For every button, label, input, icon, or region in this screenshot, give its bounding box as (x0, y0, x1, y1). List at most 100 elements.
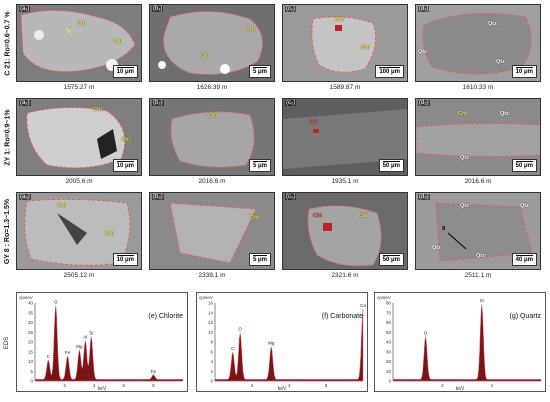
sem-image-b2: (b₂) Chl 5 μm (149, 98, 275, 176)
peak-label: Mg (76, 344, 83, 349)
scale-bar: 50 μm (511, 159, 537, 172)
mineral-label: Chl (113, 39, 122, 45)
eds-spectrum-quartz: cps/eV (g) Quartz 0 10 20 30 40 50 60 70 80 2 4 O Si… (374, 292, 546, 392)
peak-label: O (424, 331, 428, 336)
peak-label: Si (480, 298, 484, 303)
sem-image-d2: (d₂) Chl Qtz Qtz 50 μm (415, 98, 541, 176)
panel-label: (b₁) (152, 6, 164, 12)
depth-label: 1626.39 m (196, 84, 228, 91)
y-tick-label: 2 (210, 369, 213, 374)
mineral-label: Cal (309, 119, 318, 125)
spectrum-plot: 0 10 20 30 40 50 60 70 80 2 4 O Si (386, 298, 542, 388)
y-tick-label: 12 (208, 320, 214, 325)
row-gy8: GY 8 : Ro=1.3~1.5% (a₃) Chl Chl 10 μm 25… (0, 192, 550, 286)
depth-label: 1935.1 m (331, 178, 359, 185)
mineral-label: Chl (361, 45, 370, 51)
y-tick-label: 35 (28, 310, 34, 315)
mineral-label: Chl (57, 203, 66, 209)
sem-texture (150, 99, 274, 175)
scale-bar: 50 μm (378, 159, 404, 172)
panel-label: (a₁) (19, 6, 31, 12)
panel-label: (b₃) (152, 194, 164, 200)
scale-bar: 5 μm (248, 159, 271, 172)
y-tick-label: 15 (28, 349, 34, 354)
mineral-label: Qtz (432, 245, 441, 251)
depth-label: 2339.1 m (198, 272, 226, 279)
x-tick-label: 6 (325, 383, 328, 388)
sem-texture (283, 99, 407, 175)
peak-label: C (47, 354, 51, 359)
mineral-label: Chl (208, 113, 217, 119)
y-tick-label: 50 (386, 330, 392, 335)
mineral-label: Qtz (418, 49, 427, 55)
peak-label: Fe (65, 350, 71, 355)
scale-bar: 10 μm (511, 65, 537, 78)
sem-image-a3: (a₃) Chl Chl 10 μm (16, 192, 142, 270)
mineral-label: Qtz (496, 59, 505, 65)
scale-bar: 10 μm (112, 159, 138, 172)
y-tick-label: 0 (30, 379, 33, 384)
mineral-label: Chl (77, 21, 86, 27)
mineral-label: Qtz (500, 111, 509, 117)
mineral-label: Chl (250, 215, 259, 221)
mineral-label: Qtz (476, 253, 485, 259)
y-tick-label: 0 (210, 379, 213, 384)
spectrum-title: (g) Quartz (509, 313, 541, 320)
peak-label: O (54, 299, 58, 304)
mineral-label: Qtz (460, 203, 469, 209)
y-tick-label: 20 (386, 359, 392, 364)
row-label: GY 8 : Ro=1.3~1.5% (4, 198, 12, 264)
x-tick-label: 2 (441, 383, 444, 388)
y-tick-label: 14 (208, 310, 214, 315)
mineral-label: Chl (246, 27, 255, 33)
spectrum-title: (e) Chlorite (148, 313, 183, 320)
y-unit: cps/eV (377, 295, 391, 300)
y-tick-label: 40 (386, 340, 392, 345)
y-tick-label: 10 (28, 359, 34, 364)
x-tick-label: 8 (152, 383, 155, 388)
row-label: ZY 1: Ro=0.9~1% (4, 108, 12, 166)
panel-label: (a₂) (19, 100, 31, 106)
sem-texture (17, 5, 141, 81)
sem-texture (283, 193, 407, 269)
sem-image-a1: (a₁) Chl Chl ➘ 10 μm (16, 4, 142, 82)
scale-bar: 50 μm (378, 253, 404, 266)
mineral-label: Chl (335, 17, 344, 23)
x-unit: keV (455, 386, 465, 392)
eds-spectrum-chlorite: cps/eV (e) Chlorite 0 5 10 15 20 25 30 35 40 2 4 6 8… (16, 292, 188, 392)
sem-texture (17, 99, 141, 175)
y-tick-label: 5 (30, 369, 33, 374)
y-tick-label: 80 (386, 301, 392, 306)
spectrum-plot: 0 2 4 6 8 10 12 14 16 2 4 6 C O Mg Ca (208, 301, 366, 389)
spectrum-title: (f) Carbonate (321, 313, 363, 320)
sem-image-a2: (a₂) Chl Chl 10 μm (16, 98, 142, 176)
row-c21: C 21: Ro=0.6~0.7 % (a₁) Chl Chl ➘ 10 μm … (0, 4, 550, 98)
sem-image-d3: (d₃) Qtz Qtz Qtz Qtz g 40 μm (415, 192, 541, 270)
x-unit: keV (277, 386, 287, 392)
y-tick-label: 16 (208, 301, 214, 306)
sem-image-b1: (b₁) Chl Chl 5 μm (149, 4, 275, 82)
mineral-label: Cal (359, 213, 368, 219)
mineral-label: Qtz (520, 203, 529, 209)
y-tick-label: 60 (386, 320, 392, 325)
mineral-label: g (442, 225, 446, 231)
sem-image-d1: (d₁) Qtz Qtz Qtz 10 μm (415, 4, 541, 82)
peak-label: O (238, 327, 242, 332)
x-tick-label: 4 (288, 383, 291, 388)
depth-label: 2511.1 m (464, 272, 492, 279)
y-unit: cps/eV (19, 295, 33, 300)
mineral-label: Chl (200, 53, 209, 59)
depth-label: 1589.87 m (329, 84, 361, 91)
x-unit: keV (97, 386, 107, 392)
depth-label: 2016.6 m (198, 178, 226, 185)
peak-label: Ca (360, 303, 366, 308)
x-tick-label: 2 (63, 383, 66, 388)
sem-image-c2: (c₂) Cal 50 μm (282, 98, 408, 176)
y-tick-label: 40 (28, 301, 34, 306)
y-tick-label: 6 (210, 349, 213, 354)
row-label: C 21: Ro=0.6~0.7 % (4, 10, 12, 76)
scale-bar: 100 μm (375, 65, 404, 78)
mineral-label: Qtz (460, 155, 469, 161)
x-tick-label: 6 (123, 383, 126, 388)
panel-label: (d₃) (418, 194, 430, 200)
